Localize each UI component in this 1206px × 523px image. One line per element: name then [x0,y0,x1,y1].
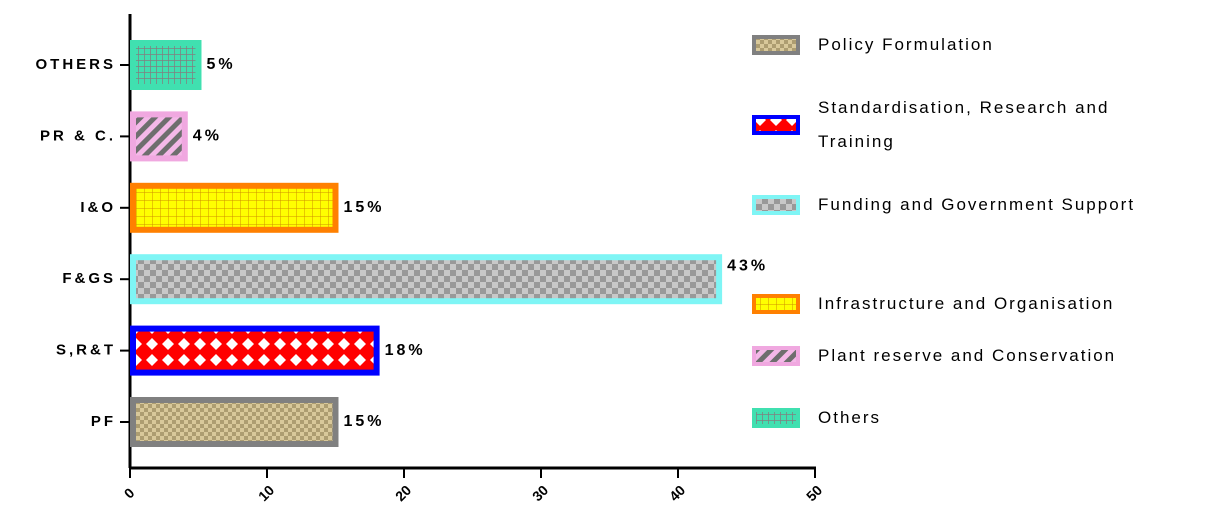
category-label: F&GS [62,270,116,287]
legend-swatch [752,294,800,314]
legend-label: Policy Formulation [818,35,994,54]
bar [130,111,188,162]
x-tick-label: 50 [803,482,825,504]
legend-label: Plant reserve and Conservation [818,346,1117,365]
value-label: 5% [207,56,236,73]
bar [130,182,339,233]
category-label: I&O [80,199,116,216]
legend-swatch [752,195,800,215]
value-label: 18% [385,342,426,359]
x-tick-label: 40 [666,482,688,504]
category-label: PF [91,413,116,430]
legend-swatch [752,35,800,55]
x-tick-label: 20 [392,482,414,504]
legend-label: Standardisation, Research and Training [818,98,1110,151]
value-label: 15% [344,199,385,216]
category-label: OTHERS [35,56,116,73]
value-label: 15% [344,413,385,430]
value-label: 4% [193,128,222,145]
category-label: S,R&T [56,342,116,359]
legend-label: Others [818,408,882,427]
bar [130,254,723,305]
value-label: 43% [727,257,768,274]
legend-label: Funding and Government Support [818,195,1136,214]
bar [130,40,202,90]
x-tick-label: 0 [121,485,138,502]
category-label: PR & C. [40,127,116,144]
legend-label: Infrastructure and Organisation [818,294,1115,313]
x-tick-label: 10 [255,482,277,504]
x-tick-label: 30 [529,482,551,504]
legend-swatch [752,115,800,135]
legend-swatch [752,346,800,366]
legend-swatch [752,408,800,428]
bar [130,325,380,376]
bar [130,397,339,447]
